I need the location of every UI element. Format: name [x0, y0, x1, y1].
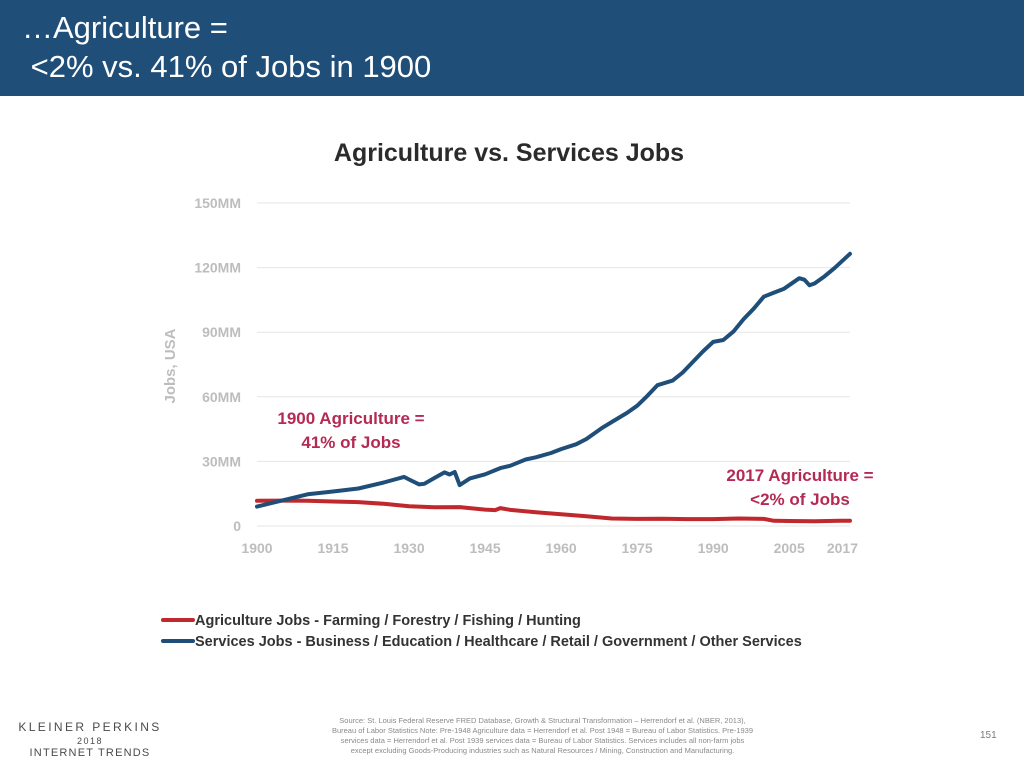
agriculture-jobs-line: [255, 498, 852, 524]
logo-report: INTERNET TRENDS: [29, 747, 151, 759]
annotation-text: 41% of Jobs: [301, 433, 400, 452]
annotations: 1900 Agriculture = 41% of Jobs 2017 Agricu…: [277, 409, 873, 509]
annotation-text: 2017 Agriculture =: [726, 466, 873, 485]
y-tick-label: 90MM: [202, 324, 241, 340]
kleiner-perkins-logo: KLEINER PERKINS 2018 INTERNET TRENDS: [12, 720, 168, 759]
title-banner: [0, 0, 1024, 96]
legend: Agriculture Jobs - Farming / Forestry / …: [161, 613, 802, 650]
jobs-line-chart: Agriculture vs. Services Jobs 0 30MM 60MM 9…: [161, 139, 874, 650]
chart-title: Agriculture vs. Services Jobs: [334, 139, 684, 167]
legend-label: Agriculture Jobs - Farming / Forestry / …: [195, 613, 581, 629]
y-tick-label: 30MM: [202, 453, 241, 469]
y-tick-label: 60MM: [202, 389, 241, 405]
x-tick-label: 1915: [317, 540, 348, 556]
slide-title: …Agriculture = <2% vs. 41% of Jobs in 19…: [22, 8, 431, 86]
annotation-text: 1900 Agriculture =: [277, 409, 424, 428]
y-tick-label: 150MM: [194, 195, 241, 211]
legend-label: Services Jobs - Business / Education / H…: [195, 634, 802, 650]
x-tick-label: 1930: [393, 540, 424, 556]
source-line: Source: St. Louis Federal Reserve FRED D…: [339, 716, 746, 725]
x-tick-label: 1960: [546, 540, 577, 556]
x-tick-label: 1900: [241, 540, 272, 556]
slide-title-line2: <2% vs. 41% of Jobs in 1900: [22, 49, 432, 84]
y-tick-label: 120MM: [194, 260, 241, 276]
y-axis-ticks: 0 30MM 60MM 90MM 120MM 150MM: [194, 195, 241, 534]
services-jobs-line: [255, 251, 852, 509]
logo-company: KLEINER PERKINS: [18, 720, 162, 734]
source-line: services data = Herrendorf et al. Post 1…: [340, 736, 745, 745]
source-note: Source: St. Louis Federal Reserve FRED D…: [250, 716, 835, 756]
x-tick-label: 2005: [774, 540, 805, 556]
source-line: Bureau of Labor Statistics Note: Pre-194…: [331, 726, 754, 735]
slide-title-line1: …Agriculture =: [22, 10, 228, 45]
page-number: 151: [980, 730, 997, 741]
x-axis-ticks: 1900 1915 1930 1945 1960 1975 1990 2005 2017: [241, 540, 858, 556]
x-tick-label: 1975: [622, 540, 653, 556]
y-tick-label: 0: [233, 518, 241, 534]
gridlines: [257, 202, 850, 527]
x-tick-label: 1990: [698, 540, 729, 556]
x-tick-label: 2017: [827, 540, 858, 556]
annotation-text: <2% of Jobs: [750, 490, 850, 509]
y-axis-label: Jobs, USA: [162, 328, 179, 403]
logo-year: 2018: [76, 736, 104, 746]
series-lines: [255, 251, 852, 524]
x-tick-label: 1945: [469, 540, 500, 556]
source-line: except excluding Goods-Producing industr…: [350, 746, 735, 755]
